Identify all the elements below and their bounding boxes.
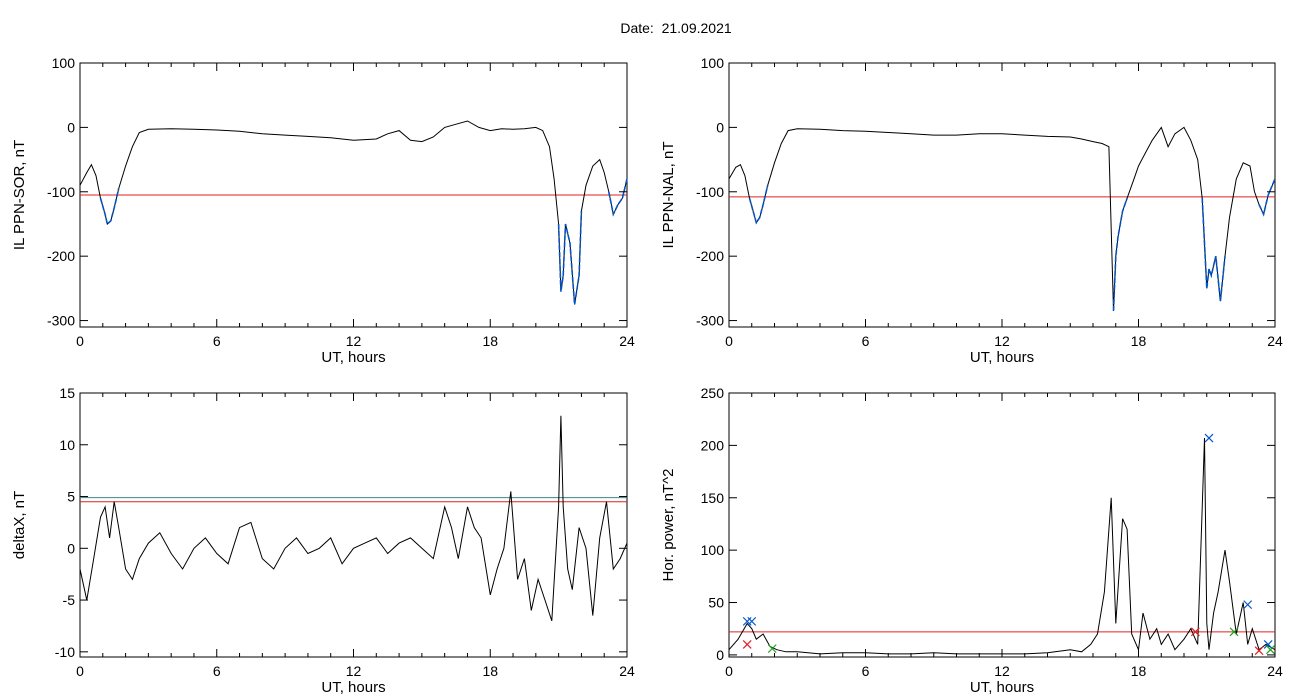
marker-x [1190, 627, 1200, 637]
y-tick-label: 10 [59, 437, 75, 453]
y-tick-label: 100 [701, 55, 725, 71]
y-tick-label: 0 [67, 540, 75, 556]
y-axis-label: Hor. power, nT^2 [660, 469, 677, 582]
chart-nal: 0 6 12 18 24 100 0 -100 -200 -300 UT, hours IL PPN-… [660, 55, 1283, 366]
marker-stroke [1254, 646, 1264, 656]
x-tick-label: 0 [725, 333, 733, 349]
x-tick-label: 0 [76, 333, 84, 349]
chart-sor: 0 6 12 18 24 100 0 -100 -200 -300 UT, hours IL PPN-… [11, 55, 635, 366]
x-tick-label: 0 [725, 663, 733, 679]
x-axis-label: UT, hours [321, 679, 385, 696]
plot-frame [79, 392, 628, 658]
marker-x [747, 616, 757, 626]
x-tick-label: 12 [346, 333, 362, 349]
highlight-segment [1201, 198, 1226, 302]
marker-x [1254, 646, 1264, 656]
y-tick-label: 100 [701, 542, 725, 558]
plot-frame [728, 392, 1276, 658]
marker-x [767, 644, 777, 654]
marker-x [1229, 627, 1239, 637]
x-tick-label: 18 [1131, 333, 1147, 349]
x-tick-label: 12 [994, 333, 1010, 349]
y-tick-label: 0 [716, 647, 724, 663]
y-tick-label: 50 [708, 595, 724, 611]
highlight-segment [557, 211, 583, 305]
y-axis-label: IL PPN-NAL, nT [660, 142, 677, 249]
marker-stroke [1229, 627, 1239, 637]
marker-stroke [1263, 640, 1273, 649]
x-tick-label: 12 [994, 663, 1010, 679]
highlight-segment [748, 185, 769, 225]
x-tick-label: 18 [1131, 663, 1147, 679]
y-tick-label: -10 [55, 644, 75, 660]
y-axis-label: IL PPN-SOR, nT [11, 140, 28, 250]
y-tick-label: -200 [47, 248, 75, 264]
x-tick-label: 6 [862, 663, 870, 679]
y-tick-label: -300 [696, 313, 724, 329]
marker-x [1204, 433, 1214, 443]
x-tick-label: 24 [619, 663, 635, 679]
marker-x [1266, 645, 1275, 655]
plot-frame [728, 62, 1276, 328]
marker-stroke [1266, 645, 1275, 655]
highlight-segment [1112, 197, 1128, 311]
y-tick-label: -300 [47, 313, 75, 329]
x-tick-label: 6 [862, 333, 870, 349]
highlight-segment [1258, 178, 1276, 217]
marker-stroke [747, 616, 757, 626]
series-line [79, 120, 628, 305]
x-axis-label: UT, hours [321, 349, 385, 366]
x-tick-label: 0 [76, 663, 84, 679]
y-tick-label: 150 [701, 490, 725, 506]
x-tick-label: 24 [1267, 333, 1283, 349]
y-tick-label: -100 [47, 184, 75, 200]
marker-stroke [767, 644, 777, 654]
y-tick-label: -100 [696, 184, 724, 200]
y-tick-label: 100 [52, 55, 76, 71]
marker-stroke [1204, 433, 1214, 443]
x-tick-label: 12 [346, 663, 362, 679]
marker-stroke [1190, 627, 1200, 637]
series-line [728, 126, 1276, 311]
series-line [79, 415, 628, 621]
x-tick-label: 24 [619, 333, 635, 349]
y-tick-label: 15 [59, 385, 75, 401]
y-tick-label: -5 [63, 592, 76, 608]
page-title: Date: 21.09.2021 [620, 20, 732, 36]
x-tick-label: 6 [213, 663, 221, 679]
x-axis-label: UT, hours [970, 679, 1034, 696]
y-tick-label: 5 [67, 489, 75, 505]
series-line [728, 437, 1276, 655]
marker-x [1243, 600, 1253, 610]
y-tick-label: -200 [696, 248, 724, 264]
marker-stroke [742, 640, 752, 649]
x-tick-label: 18 [482, 333, 498, 349]
marker-x [742, 640, 752, 649]
marker-x [1263, 640, 1273, 649]
chart-hpower: 0 6 12 18 24 250 200 150 100 50 0 UT, hours Hor. pow… [660, 385, 1283, 696]
y-tick-label: 200 [701, 437, 725, 453]
y-tick-label: 250 [701, 385, 725, 401]
x-tick-label: 18 [482, 663, 498, 679]
y-tick-label: 0 [67, 119, 75, 135]
y-axis-label: deltaX, nT [11, 491, 28, 559]
highlight-segment [608, 178, 628, 217]
marker-stroke [1243, 600, 1253, 610]
y-tick-label: 0 [716, 119, 724, 135]
x-tick-label: 24 [1267, 663, 1283, 679]
chart-deltax: 0 6 12 18 24 15 10 5 0 -5 -10 UT, hours deltaX, nT [11, 385, 635, 696]
x-tick-label: 6 [213, 333, 221, 349]
highlight-segment [99, 188, 120, 226]
x-axis-label: UT, hours [970, 349, 1034, 366]
